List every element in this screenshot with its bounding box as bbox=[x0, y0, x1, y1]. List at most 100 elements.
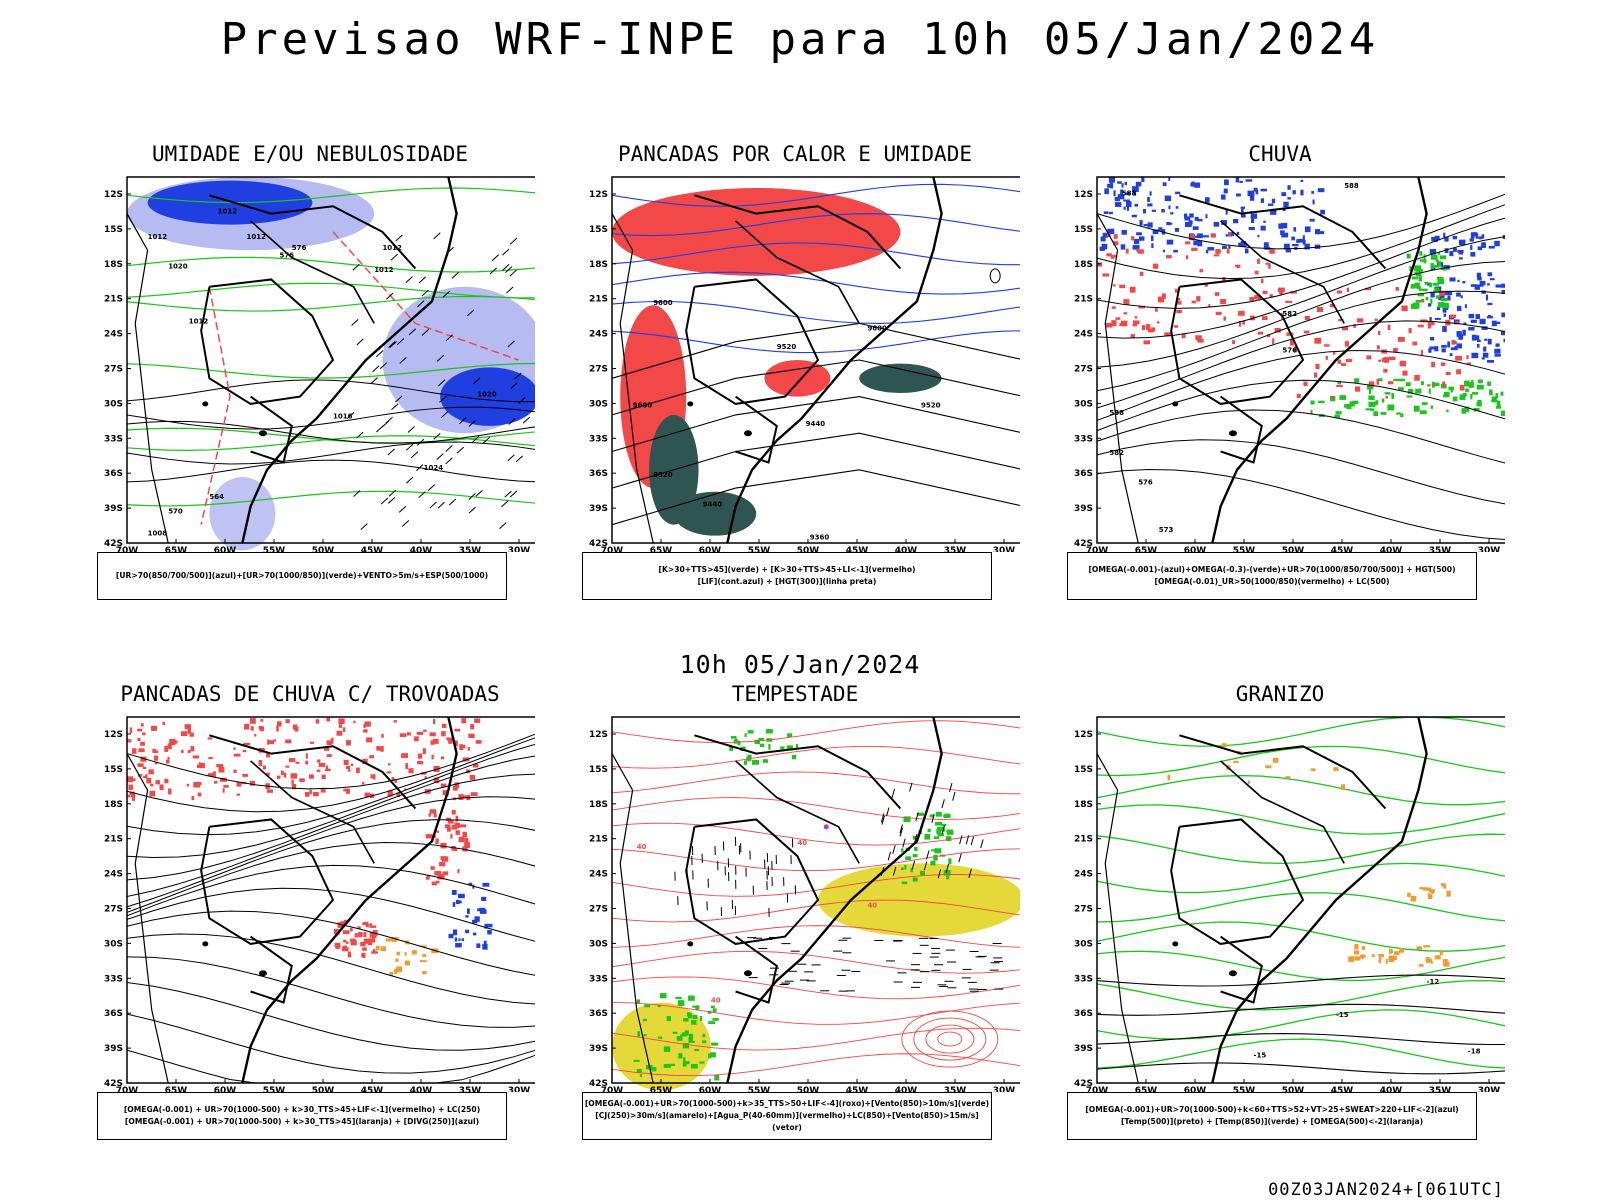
wind-vector bbox=[899, 824, 903, 834]
wind-850-area bbox=[758, 737, 764, 741]
thunderstorm-area bbox=[129, 727, 133, 734]
lat-tick-label: 42S bbox=[104, 539, 123, 549]
wind-850-area bbox=[699, 1061, 705, 1064]
omega-area bbox=[1450, 347, 1458, 351]
strong-omega-area bbox=[1419, 410, 1427, 415]
andes-coastline bbox=[1096, 213, 1139, 544]
lon-tick-label: 35W bbox=[1429, 1086, 1452, 1092]
lon-tick-label: 55W bbox=[263, 546, 286, 552]
rain-area bbox=[1317, 307, 1324, 313]
wind-vector bbox=[407, 426, 415, 433]
thunderstorm-area bbox=[469, 774, 476, 780]
omega-area bbox=[1495, 343, 1500, 347]
thunderstorm-area bbox=[283, 772, 287, 778]
omega-area bbox=[1240, 208, 1244, 215]
lat-tick-label: 12S bbox=[589, 730, 608, 740]
wind-850-area bbox=[695, 1005, 700, 1010]
omega-area bbox=[1477, 246, 1483, 251]
wind-850-area bbox=[711, 1005, 715, 1009]
lat-tick-label: 24S bbox=[589, 330, 608, 340]
rain-area bbox=[1427, 321, 1435, 326]
pressure-isobar bbox=[126, 459, 535, 483]
omega-area bbox=[1458, 334, 1464, 340]
strong-omega-area bbox=[1354, 378, 1360, 383]
wind-vector bbox=[509, 237, 518, 245]
strong-omega-area bbox=[1500, 410, 1505, 416]
state-border bbox=[1220, 220, 1345, 324]
omega-500-area bbox=[1379, 956, 1382, 960]
precipitable-water-contour bbox=[611, 771, 1020, 795]
strong-omega-area bbox=[1413, 405, 1420, 412]
strong-omega-area bbox=[1416, 286, 1421, 290]
strong-omega-area bbox=[1435, 259, 1439, 263]
jet-stream-area bbox=[818, 863, 1020, 937]
wind-vector bbox=[396, 338, 405, 346]
omega-500-area bbox=[1361, 946, 1365, 950]
map-frame bbox=[126, 716, 535, 1084]
wind-850-area bbox=[935, 811, 942, 817]
wind-vector bbox=[448, 498, 457, 506]
wind-850-area bbox=[924, 834, 931, 840]
lifted-index-contour bbox=[611, 213, 1020, 237]
thunderstorm-area bbox=[406, 732, 411, 736]
lat-tick-label: 21S bbox=[589, 835, 608, 845]
omega-500-area bbox=[1416, 946, 1422, 950]
thunderstorm-area bbox=[386, 771, 392, 774]
andes-coastline bbox=[1096, 753, 1139, 1084]
temperature-500-contour bbox=[1096, 1062, 1505, 1075]
thunderstorm-area bbox=[165, 759, 170, 764]
omega-500-area bbox=[1272, 757, 1279, 763]
thunderstorm-area bbox=[127, 739, 132, 743]
thunderstorm-area bbox=[187, 750, 191, 754]
rain-area bbox=[1157, 296, 1165, 303]
lake-marker bbox=[1228, 970, 1237, 977]
rain-area bbox=[1223, 316, 1226, 321]
wind-vector bbox=[405, 276, 413, 284]
strong-omega-area bbox=[1487, 381, 1491, 387]
omega-area bbox=[1475, 314, 1481, 319]
rain-area bbox=[1141, 325, 1146, 331]
thunderstorm-area bbox=[370, 774, 376, 779]
lon-tick-label: 70W bbox=[601, 546, 624, 552]
strong-omega-area bbox=[1452, 396, 1458, 402]
rain-area bbox=[1445, 371, 1451, 375]
strong-omega-area bbox=[1349, 401, 1355, 407]
strong-omega-area bbox=[1414, 282, 1420, 288]
contour-label: 588 bbox=[1109, 409, 1124, 417]
omega-area bbox=[1223, 188, 1228, 194]
rain-area bbox=[1152, 263, 1159, 269]
contour-label: 1020 bbox=[477, 391, 497, 399]
panel-title: PANCADAS POR CALOR E UMIDADE bbox=[617, 142, 972, 166]
thunderstorm-area bbox=[207, 737, 213, 740]
lifted-index-contour bbox=[611, 300, 1020, 324]
omega-500-area bbox=[1265, 765, 1272, 769]
lat-tick-label: 18S bbox=[104, 800, 123, 810]
legend-pancadas-calor: [K>30+TTS>45](verde) + [K>30+TTS>45+LI<-… bbox=[582, 552, 992, 600]
omega-area bbox=[1149, 191, 1152, 196]
strong-omega-area bbox=[1476, 384, 1484, 390]
lon-tick-label: 50W bbox=[797, 546, 820, 552]
thunderstorm-area bbox=[233, 747, 236, 750]
thunderstorm-area bbox=[451, 824, 457, 830]
omega-area bbox=[1168, 205, 1171, 210]
wind-850-area bbox=[639, 1074, 643, 1078]
omega-500-area bbox=[1372, 954, 1375, 957]
lon-tick-label: 65W bbox=[1135, 546, 1158, 552]
contour-label: 9600 bbox=[653, 299, 673, 307]
rain-area bbox=[1274, 327, 1281, 333]
wind-vector bbox=[914, 833, 918, 843]
rain-area bbox=[1338, 318, 1344, 322]
wind-vector bbox=[970, 836, 975, 846]
rain-area bbox=[1378, 330, 1381, 336]
lake-marker bbox=[1172, 401, 1179, 407]
strong-omega-area bbox=[1413, 302, 1420, 309]
wind-850-area bbox=[684, 1061, 690, 1065]
thunderstorm-area bbox=[470, 723, 475, 730]
rain-area bbox=[1197, 338, 1204, 343]
wind-vector bbox=[945, 863, 950, 873]
strong-omega-area bbox=[1391, 393, 1395, 399]
thunderstorm-area bbox=[299, 778, 305, 782]
omega-area bbox=[1293, 227, 1297, 232]
thunderstorm-area bbox=[346, 788, 350, 794]
temperature-500-contour bbox=[1096, 974, 1505, 987]
